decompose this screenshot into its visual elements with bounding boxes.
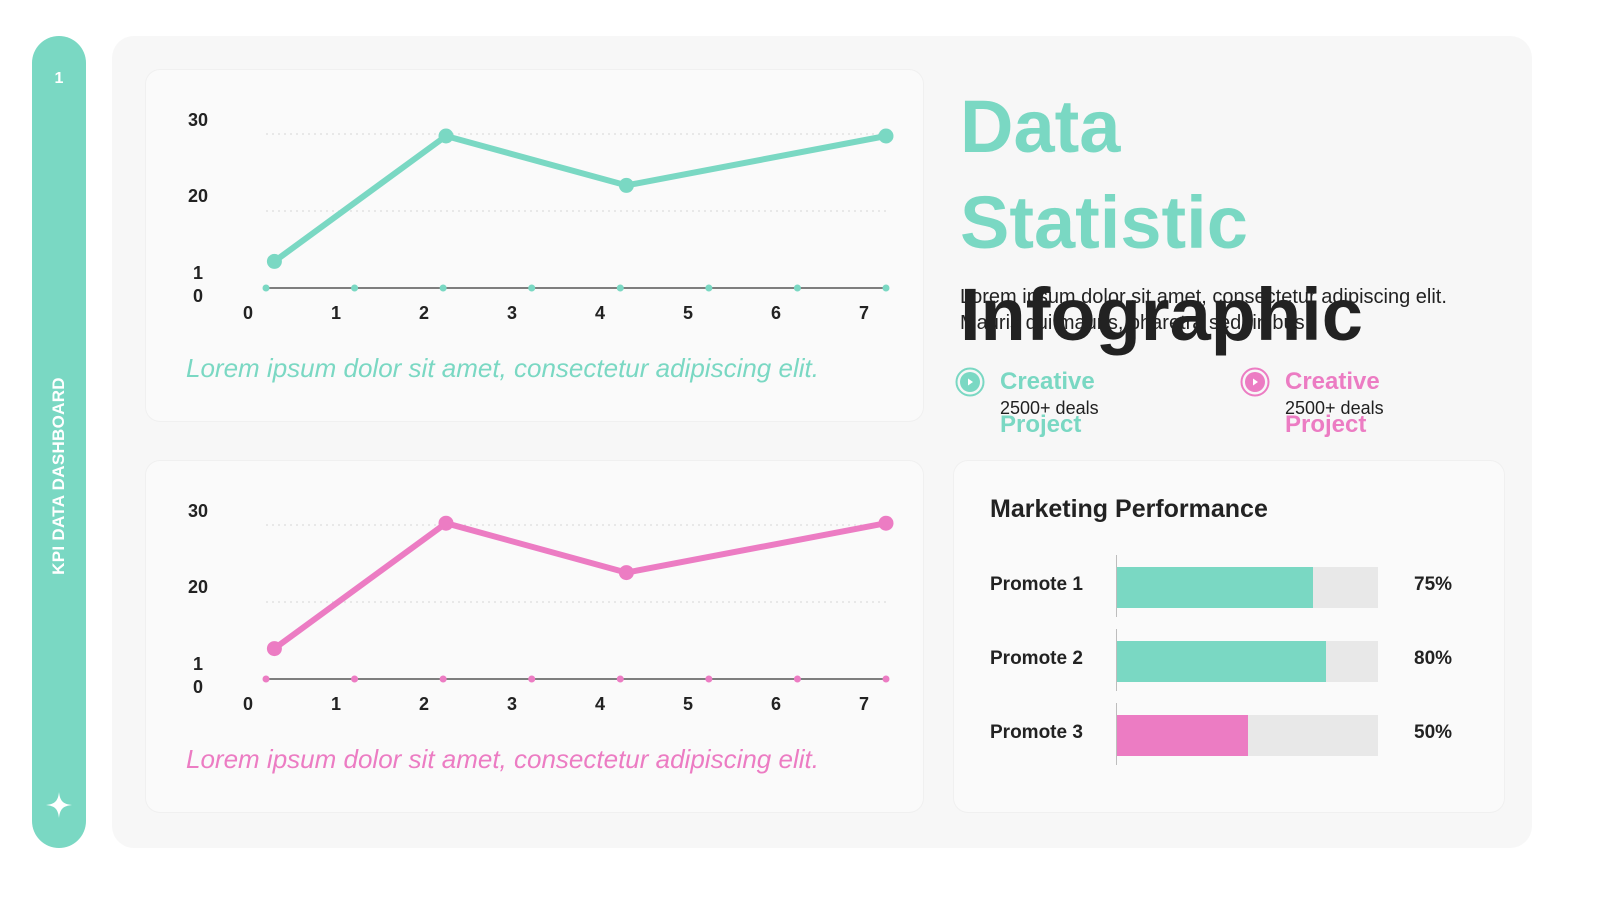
axis-marker — [262, 284, 270, 292]
x-tick-label: 4 — [595, 694, 605, 714]
axis-marker — [439, 675, 447, 683]
axis-marker — [616, 284, 624, 292]
y-tick-label: 20 — [188, 186, 208, 206]
y-tick-label: 0 — [193, 286, 203, 306]
axis-marker — [439, 284, 447, 292]
y-tick-label: 0 — [193, 677, 203, 697]
y-tick-label: 1 — [193, 263, 203, 283]
data-point — [878, 515, 894, 531]
axis-marker — [793, 284, 801, 292]
performance-label: Promote 3 — [990, 722, 1083, 743]
progress-track — [1117, 715, 1378, 756]
performance-label: Promote 1 — [990, 574, 1083, 595]
x-tick-label: 3 — [507, 303, 517, 323]
y-tick-label: 1 — [193, 654, 203, 674]
headline-line-2: Statistic — [960, 181, 1248, 264]
bar-axis — [1116, 629, 1117, 691]
headline-line-3: Infographic — [960, 273, 1363, 356]
x-tick-label: 5 — [683, 694, 693, 714]
axis-marker — [351, 675, 359, 683]
x-tick-label: 0 — [243, 694, 253, 714]
x-tick-label: 6 — [771, 303, 781, 323]
x-tick-label: 3 — [507, 694, 517, 714]
axis-marker — [528, 675, 536, 683]
stat-creative-project-2: Creative Project 2500+ deals — [1240, 360, 1480, 440]
progress-track — [1117, 567, 1378, 608]
axis-marker — [793, 675, 801, 683]
chart-caption-2: Lorem ipsum dolor sit amet, consectetur … — [186, 744, 819, 774]
x-tick-label: 2 — [419, 694, 429, 714]
data-point — [266, 253, 282, 269]
chart-card-2: 30 20 1 0 0 1 2 3 4 5 6 7 Lorem ipsum dolor sit ame… — [146, 461, 923, 812]
stat-creative-project-1: Creative Project 2500+ deals — [955, 360, 1195, 440]
series-line — [271, 133, 889, 265]
data-point — [438, 128, 454, 144]
series-line — [271, 520, 889, 652]
stat-title: Creative Project — [1000, 368, 1095, 438]
chart-card-1: 30 20 1 0 0 1 2 3 4 5 6 7 Lorem ipsum dolor sit ame… — [146, 70, 923, 421]
data-point — [266, 641, 282, 657]
axis-marker — [528, 284, 536, 292]
headline-line-1: Data — [960, 85, 1121, 168]
x-tick-label: 4 — [595, 303, 605, 323]
x-tick-label: 5 — [683, 303, 693, 323]
x-tick-label: 0 — [243, 303, 253, 323]
x-tick-label: 2 — [419, 303, 429, 323]
axis-marker — [705, 675, 713, 683]
axis-marker — [705, 284, 713, 292]
stat-subtitle: 2500+ deals — [1000, 398, 1099, 418]
performance-label: Promote 2 — [990, 648, 1083, 669]
play-circle-icon — [955, 367, 985, 397]
x-tick-label: 7 — [859, 303, 869, 323]
y-tick-label: 30 — [188, 110, 208, 130]
axis-marker — [262, 675, 270, 683]
x-tick-label: 1 — [331, 303, 341, 323]
data-point — [438, 515, 454, 531]
sparkle-icon — [46, 792, 72, 818]
data-point — [618, 177, 634, 193]
chart-caption-1: Lorem ipsum dolor sit amet, consectetur … — [186, 353, 819, 383]
performance-row: Promote 1 75% — [954, 555, 1504, 617]
y-tick-label: 30 — [188, 501, 208, 521]
data-point — [618, 565, 634, 581]
lead-paragraph: Lorem ipsum dolor sit amet, consectetur … — [960, 286, 1447, 334]
x-tick-label: 7 — [859, 694, 869, 714]
x-tick-label: 1 — [331, 694, 341, 714]
x-tick-label: 6 — [771, 694, 781, 714]
performance-row: Promote 3 50% — [954, 703, 1504, 765]
play-circle-icon — [1240, 367, 1270, 397]
bar-axis — [1116, 703, 1117, 765]
data-point — [878, 128, 894, 144]
page-number: 1 — [54, 70, 64, 87]
performance-value: 80% — [1414, 648, 1453, 669]
sidebar: 1 KPI DATA DASHBOARD — [32, 36, 86, 848]
stat-title: Creative Project — [1285, 368, 1380, 438]
marketing-performance-card: Marketing Performance Promote 1 75% Prom… — [954, 461, 1504, 812]
axis-marker — [882, 675, 890, 683]
axis-marker — [351, 284, 359, 292]
progress-fill — [1117, 641, 1326, 682]
axis-marker — [616, 675, 624, 683]
progress-fill — [1117, 715, 1248, 756]
marketing-performance-title: Marketing Performance — [990, 495, 1268, 523]
performance-value: 50% — [1414, 722, 1453, 743]
y-tick-label: 20 — [188, 577, 208, 597]
progress-track — [1117, 641, 1378, 682]
axis-marker — [882, 284, 890, 292]
performance-value: 75% — [1414, 574, 1453, 595]
progress-fill — [1117, 567, 1313, 608]
stat-subtitle: 2500+ deals — [1285, 398, 1384, 418]
sidebar-title: KPI DATA DASHBOARD — [49, 377, 68, 575]
bar-axis — [1116, 555, 1117, 617]
performance-row: Promote 2 80% — [954, 629, 1504, 691]
